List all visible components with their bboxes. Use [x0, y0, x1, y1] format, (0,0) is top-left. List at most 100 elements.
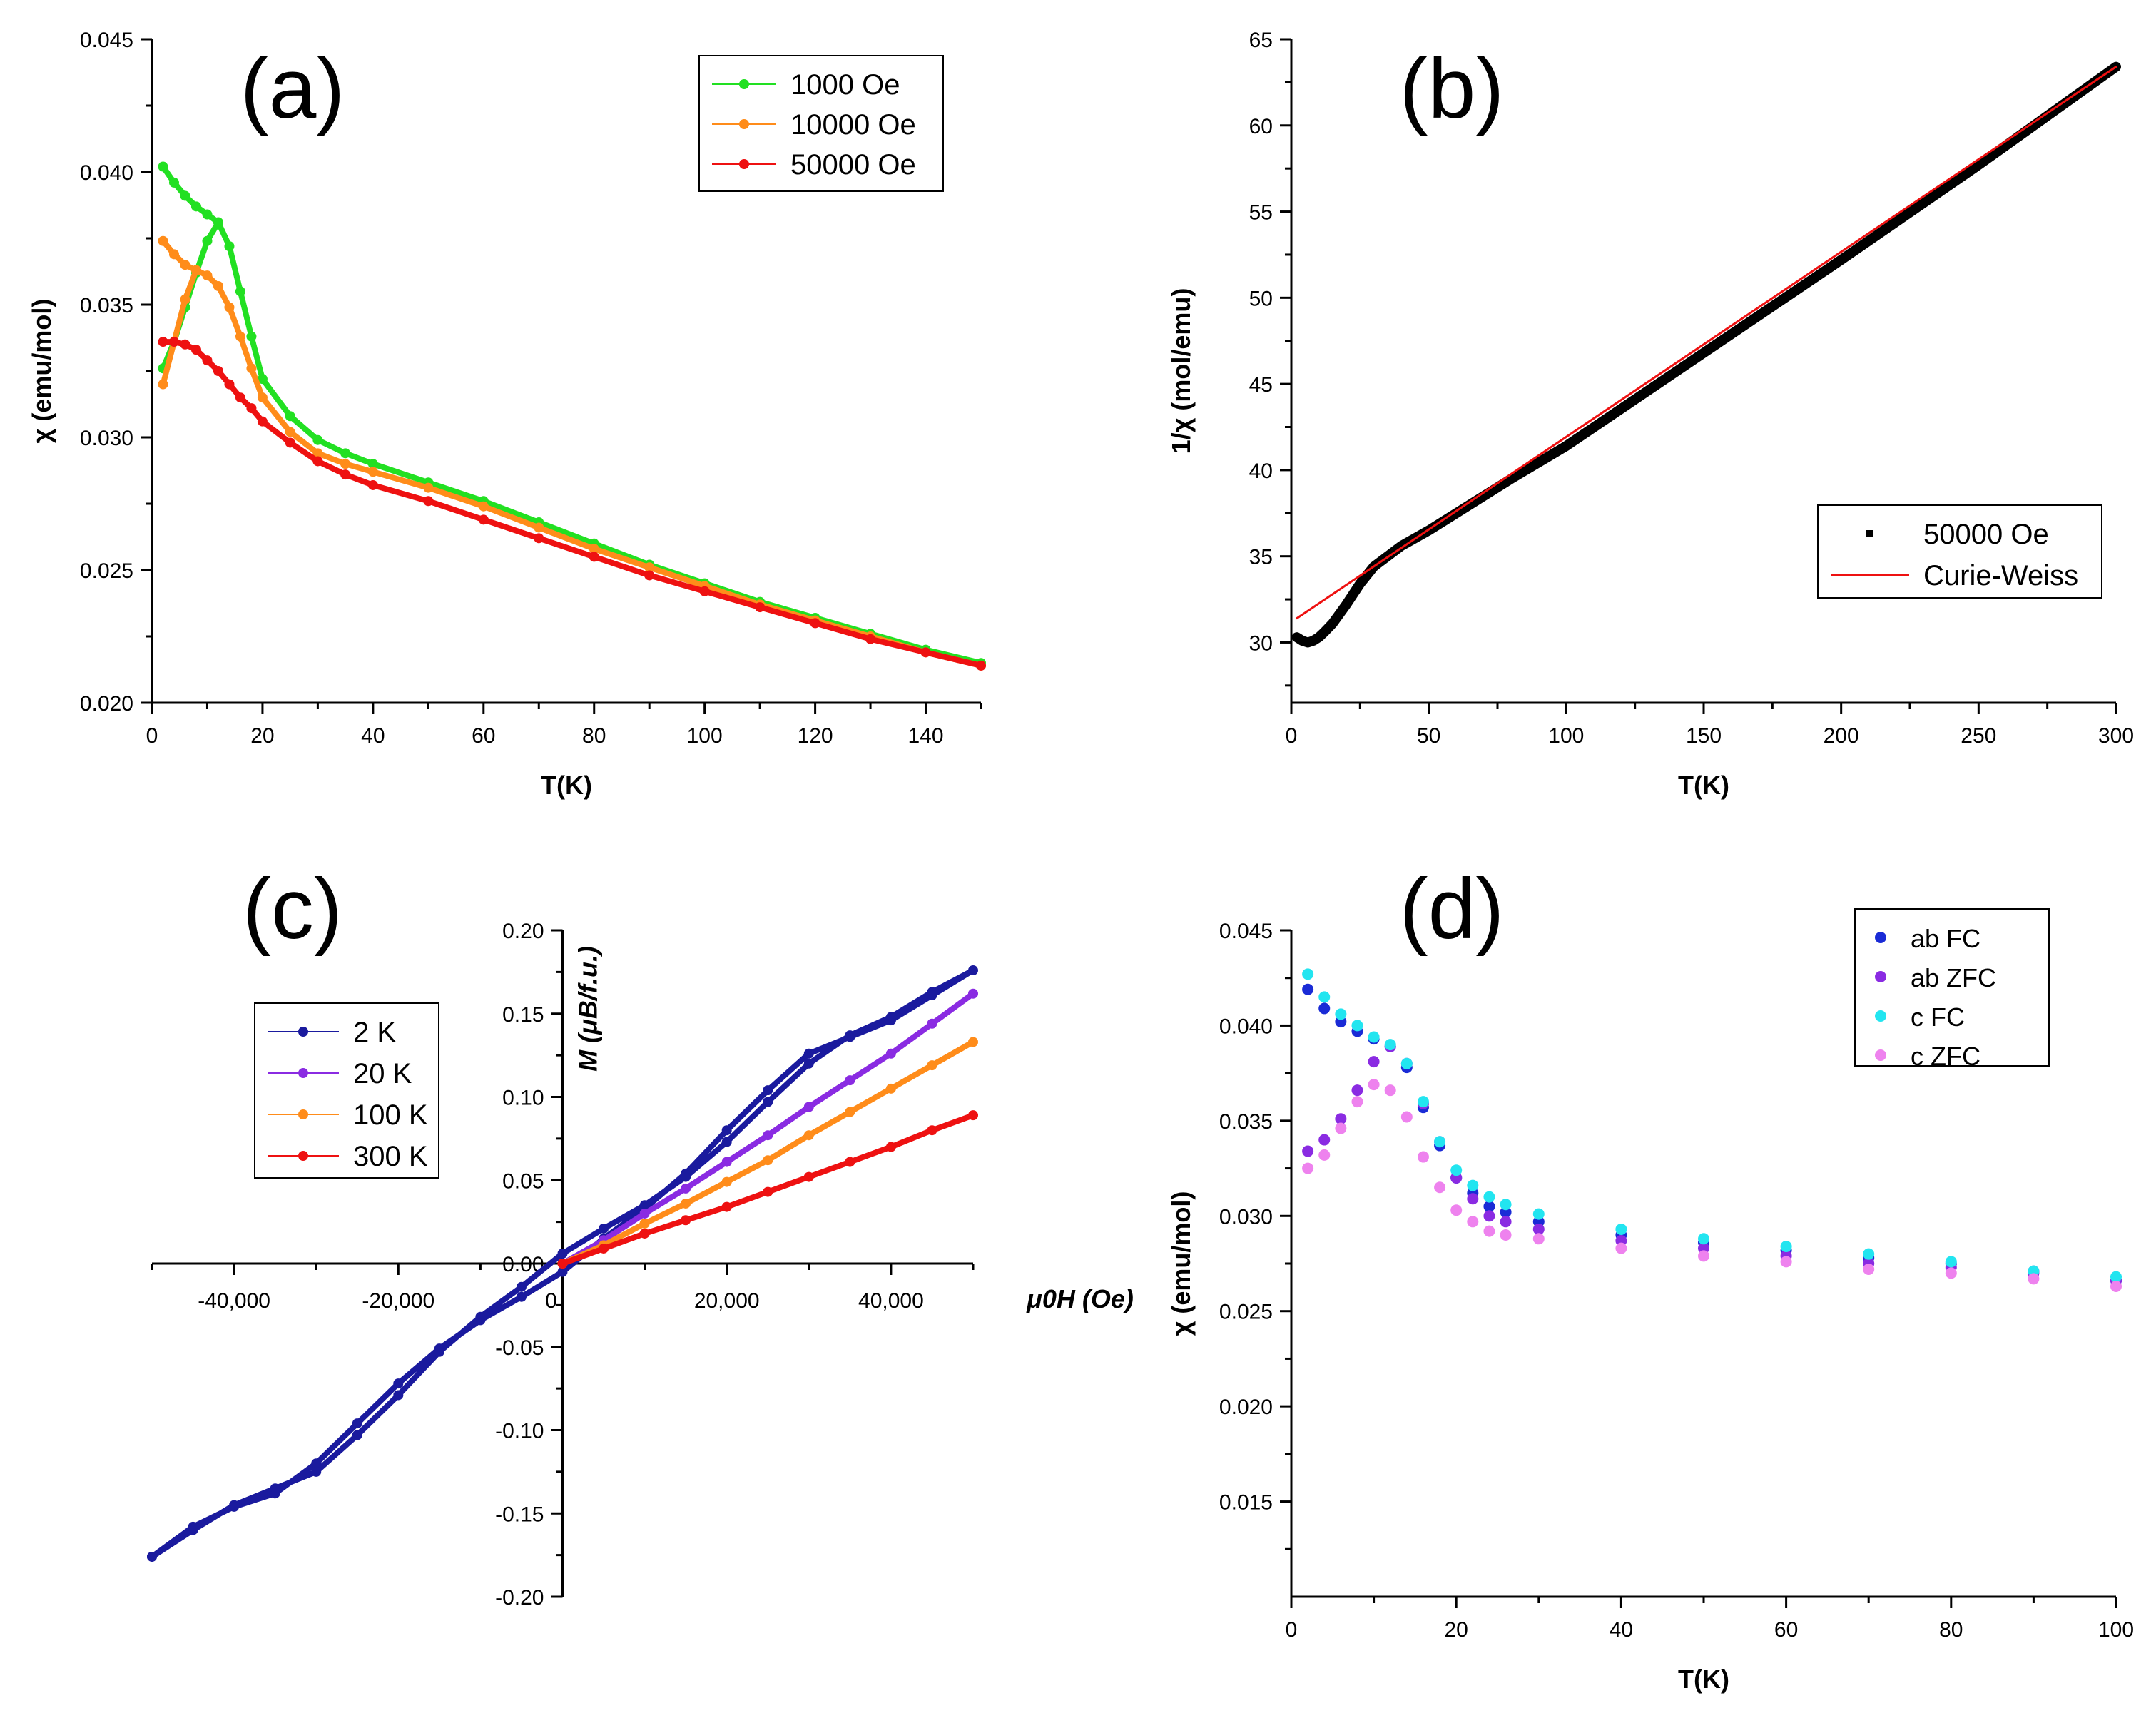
legend-entry: 300 K: [268, 1141, 428, 1172]
series-20-k: [557, 988, 978, 1269]
data-point: [1975, 161, 1983, 169]
data-point: [246, 331, 257, 342]
legend-entry: ab FC: [1875, 924, 1980, 953]
y-tick-label: 35: [1249, 546, 1273, 569]
data-point: [1368, 1031, 1380, 1043]
data-point: [845, 1075, 855, 1086]
legend-label: 300 K: [353, 1141, 428, 1172]
legend-entry: 100 K: [268, 1099, 428, 1131]
x-tick-label: 150: [1686, 724, 1722, 748]
data-point: [1318, 991, 1331, 1003]
data-point: [681, 1183, 691, 1194]
data-point: [885, 1083, 896, 1094]
data-point: [557, 1266, 568, 1277]
data-point: [213, 217, 223, 228]
data-point: [311, 1458, 322, 1469]
data-point: [1400, 1057, 1413, 1069]
data-point: [246, 403, 257, 414]
data-point: [803, 1130, 814, 1141]
data-point: [845, 1157, 855, 1167]
data-point: [1343, 601, 1351, 609]
y-tick-label: 0.025: [80, 559, 133, 583]
legend-marker: [1875, 932, 1886, 943]
legend: 2 K 20 K 100 K 300 K: [254, 1002, 439, 1179]
y-axis-title: M (μB/f.u.): [574, 946, 603, 1072]
y-tick-label: -0.20: [495, 1586, 544, 1610]
legend-label: 1000 Oe: [790, 69, 900, 101]
data-point: [2110, 1281, 2122, 1293]
data-point: [235, 331, 245, 342]
data-point: [340, 469, 351, 480]
data-point: [1304, 639, 1312, 646]
data-point: [147, 1551, 157, 1562]
data-point: [1434, 1181, 1446, 1194]
data-point: [1507, 474, 1515, 482]
y-tick-label: 50: [1249, 287, 1273, 310]
legend-label: 50000 Oe: [790, 149, 916, 181]
data-point: [1302, 983, 1314, 995]
data-point: [1483, 1191, 1495, 1203]
data-point: [1417, 1151, 1429, 1163]
data-point: [721, 1157, 732, 1167]
series-line: [1296, 66, 2117, 620]
data-point: [1615, 1242, 1627, 1254]
data-point: [976, 660, 986, 671]
data-point: [423, 496, 434, 507]
legend-label: c ZFC: [1911, 1042, 1980, 1071]
legend-entry: c ZFC: [1875, 1042, 1980, 1071]
data-point: [1467, 1193, 1479, 1205]
y-tick-label: 0.030: [80, 427, 133, 450]
data-point: [927, 1018, 937, 1029]
data-point: [1434, 1136, 1446, 1148]
y-tick-label: 0.035: [1219, 1110, 1273, 1134]
x-tick-label: 80: [1939, 1618, 1963, 1642]
data-point: [202, 270, 213, 281]
panel-letter: (a): [240, 41, 345, 136]
series-1000-oe: [158, 161, 986, 669]
data-point: [1467, 1179, 1479, 1191]
data-point: [352, 1418, 362, 1429]
data-point: [721, 1125, 732, 1136]
data-point: [202, 355, 213, 366]
data-point: [224, 241, 235, 252]
panel-d: 0 20 40 60 80 100 0.015 0.020 0.025 0.030 0.035 0.0…: [1166, 861, 2134, 1694]
data-point: [927, 987, 937, 997]
data-point: [927, 1060, 937, 1071]
y-tick-label: 0.040: [1219, 1015, 1273, 1038]
y-tick-label: -0.15: [495, 1503, 544, 1526]
series-c-zfc: [1302, 1079, 2122, 1293]
legend-label: c FC: [1911, 1002, 1965, 1032]
data-point: [367, 459, 378, 469]
data-point: [1698, 1250, 1709, 1262]
data-point: [190, 265, 201, 275]
y-axis-title: 1/χ (mol/emu): [1166, 288, 1196, 454]
x-tick-label: 140: [908, 724, 944, 748]
data-point: [845, 1107, 855, 1117]
data-point: [516, 1281, 527, 1292]
data-point: [168, 177, 179, 188]
data-point: [1945, 1267, 1957, 1279]
data-point: [367, 479, 378, 490]
data-point: [1351, 1020, 1363, 1032]
data-point: [589, 544, 599, 554]
series-line: [160, 267, 199, 387]
x-tick-label: 120: [798, 724, 833, 748]
y-tick-label: 0.20: [502, 920, 544, 943]
data-point: [1318, 1002, 1331, 1015]
data-point: [2110, 1271, 2122, 1283]
x-tick-label: 20: [1445, 1618, 1468, 1642]
x-tick-label: 300: [2098, 724, 2134, 748]
x-tick-label: -40,000: [198, 1289, 270, 1313]
data-point: [763, 1155, 773, 1166]
x-tick-label: 200: [1824, 724, 1859, 748]
legend-label: 10000 Oe: [790, 109, 916, 141]
legend-marker: [298, 1027, 308, 1037]
data-point: [810, 618, 820, 629]
data-point: [885, 1048, 896, 1059]
data-point: [639, 1200, 650, 1211]
legend-marker: [1875, 1010, 1886, 1022]
data-point: [803, 1048, 814, 1059]
data-point: [478, 501, 489, 512]
series-curie-weiss: [1296, 66, 2117, 620]
data-point: [1318, 1134, 1331, 1146]
